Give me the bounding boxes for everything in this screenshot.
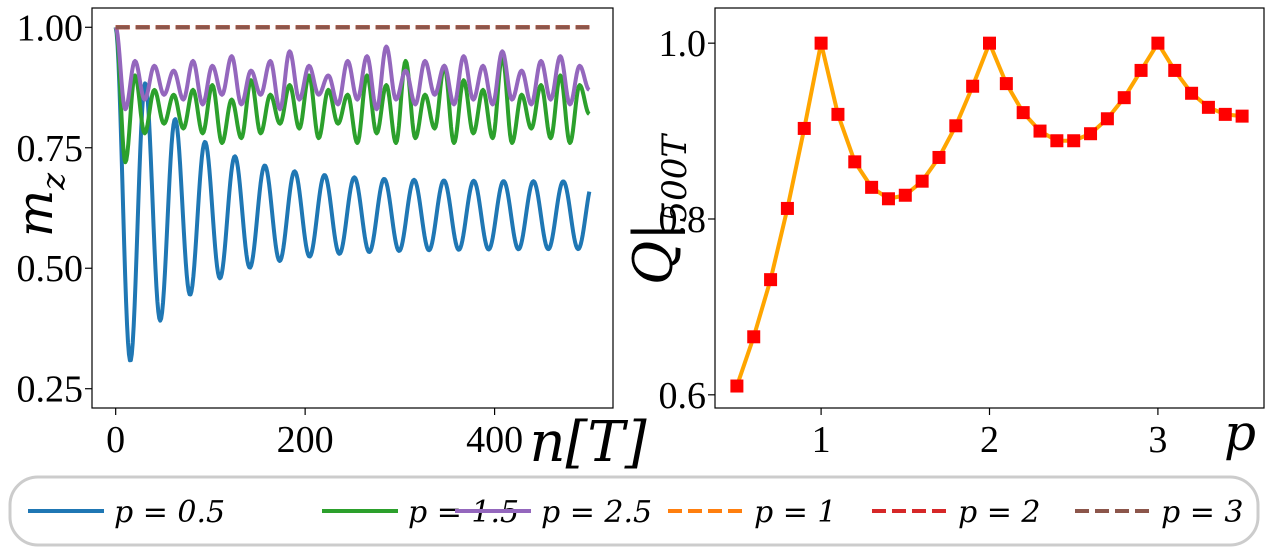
legend-label: p = 2 <box>958 495 1041 530</box>
right-ylabel-sub: 500T <box>655 133 695 223</box>
right-data-point <box>1151 36 1165 50</box>
left-chart-ylabel: mz <box>6 172 72 237</box>
right-chart-xlabel: p <box>1224 404 1256 462</box>
right-data-point <box>999 77 1013 91</box>
left-ytick-label: 0.50 <box>17 248 84 290</box>
right-data-point <box>1185 86 1199 100</box>
right-ytick-label: 1.0 <box>659 23 707 65</box>
left-xtick-label: 0 <box>106 419 125 461</box>
left-chart: 0 200 400 0.25 0.50 0.75 1.00 n[T] mz <box>6 7 647 475</box>
right-data-point <box>1084 127 1098 141</box>
right-data-point <box>1117 91 1131 105</box>
right-data-point <box>1050 134 1064 148</box>
right-data-point <box>1168 63 1182 77</box>
right-data-point <box>966 79 980 93</box>
right-data-point <box>814 36 828 50</box>
right-chart-ylabel: Q|500T <box>622 133 695 285</box>
left-series-line <box>113 26 591 112</box>
right-ylabel-text: Q|500T <box>622 133 695 285</box>
left-chart-frame <box>91 7 614 409</box>
right-ylabel-main: Q <box>622 241 685 285</box>
legend-label: p = 2.5 <box>541 495 652 530</box>
left-ytick-label: 0.25 <box>17 369 84 411</box>
left-series-line <box>113 26 592 363</box>
legend-label: p = 3 <box>1161 495 1244 530</box>
right-data-point <box>1201 100 1215 114</box>
right-data-point <box>932 150 946 164</box>
right-data-point <box>898 188 912 202</box>
right-ylabel-bar: | <box>622 223 685 241</box>
right-data-point <box>730 379 744 393</box>
right-chart-ticks: 1 2 3 0.6 0.8 1.0 <box>659 23 1168 461</box>
right-data-point <box>831 107 845 121</box>
legend-label: p = 0.5 <box>114 495 225 530</box>
left-xtick-label: 400 <box>466 419 523 461</box>
right-chart: 1 2 3 0.6 0.8 1.0 p Q|500T <box>622 7 1265 462</box>
left-xlabel-text: n[T] <box>529 410 646 475</box>
right-data-point <box>1016 106 1030 120</box>
right-data-point <box>747 330 761 344</box>
legend-frame <box>8 475 1260 547</box>
left-ylabel-main: m <box>6 190 64 237</box>
left-chart-series-group <box>113 25 592 363</box>
right-data-point <box>865 180 879 194</box>
right-data-point <box>915 174 929 188</box>
left-ytick-label: 1.00 <box>17 7 84 49</box>
right-data-point <box>949 119 963 133</box>
right-data-point <box>1033 124 1047 138</box>
right-data-point <box>1134 63 1148 77</box>
left-ylabel-sub: z <box>34 172 72 191</box>
right-data-point <box>780 201 794 215</box>
right-data-point <box>1100 112 1114 126</box>
right-xtick-label: 2 <box>980 419 999 461</box>
left-series-line <box>113 26 591 165</box>
right-data-point <box>983 36 996 50</box>
right-ytick-label: 0.6 <box>659 375 707 417</box>
right-data-point <box>881 192 895 206</box>
right-xlabel-text: p <box>1224 404 1256 462</box>
right-data-point <box>1067 134 1081 148</box>
right-data-point <box>797 121 811 135</box>
right-data-point <box>1235 109 1249 123</box>
right-data-point <box>764 273 778 287</box>
left-chart-ticks: 0 200 400 0.25 0.50 0.75 1.00 <box>17 7 524 461</box>
right-xtick-label: 3 <box>1148 419 1167 461</box>
left-ytick-label: 0.75 <box>17 128 84 170</box>
left-xtick-label: 200 <box>277 419 334 461</box>
legend-label: p = 1 <box>754 495 837 530</box>
right-series-line <box>734 41 1243 387</box>
right-chart-frame <box>714 7 1265 409</box>
right-ytick-label: 0.8 <box>659 199 707 241</box>
right-data-point <box>848 155 862 169</box>
left-chart-xlabel: n[T] <box>529 410 646 475</box>
left-ylabel-text: mz <box>6 172 72 237</box>
right-data-point <box>1218 107 1232 121</box>
right-chart-series-group <box>730 36 1249 393</box>
right-xtick-label: 1 <box>812 419 831 461</box>
